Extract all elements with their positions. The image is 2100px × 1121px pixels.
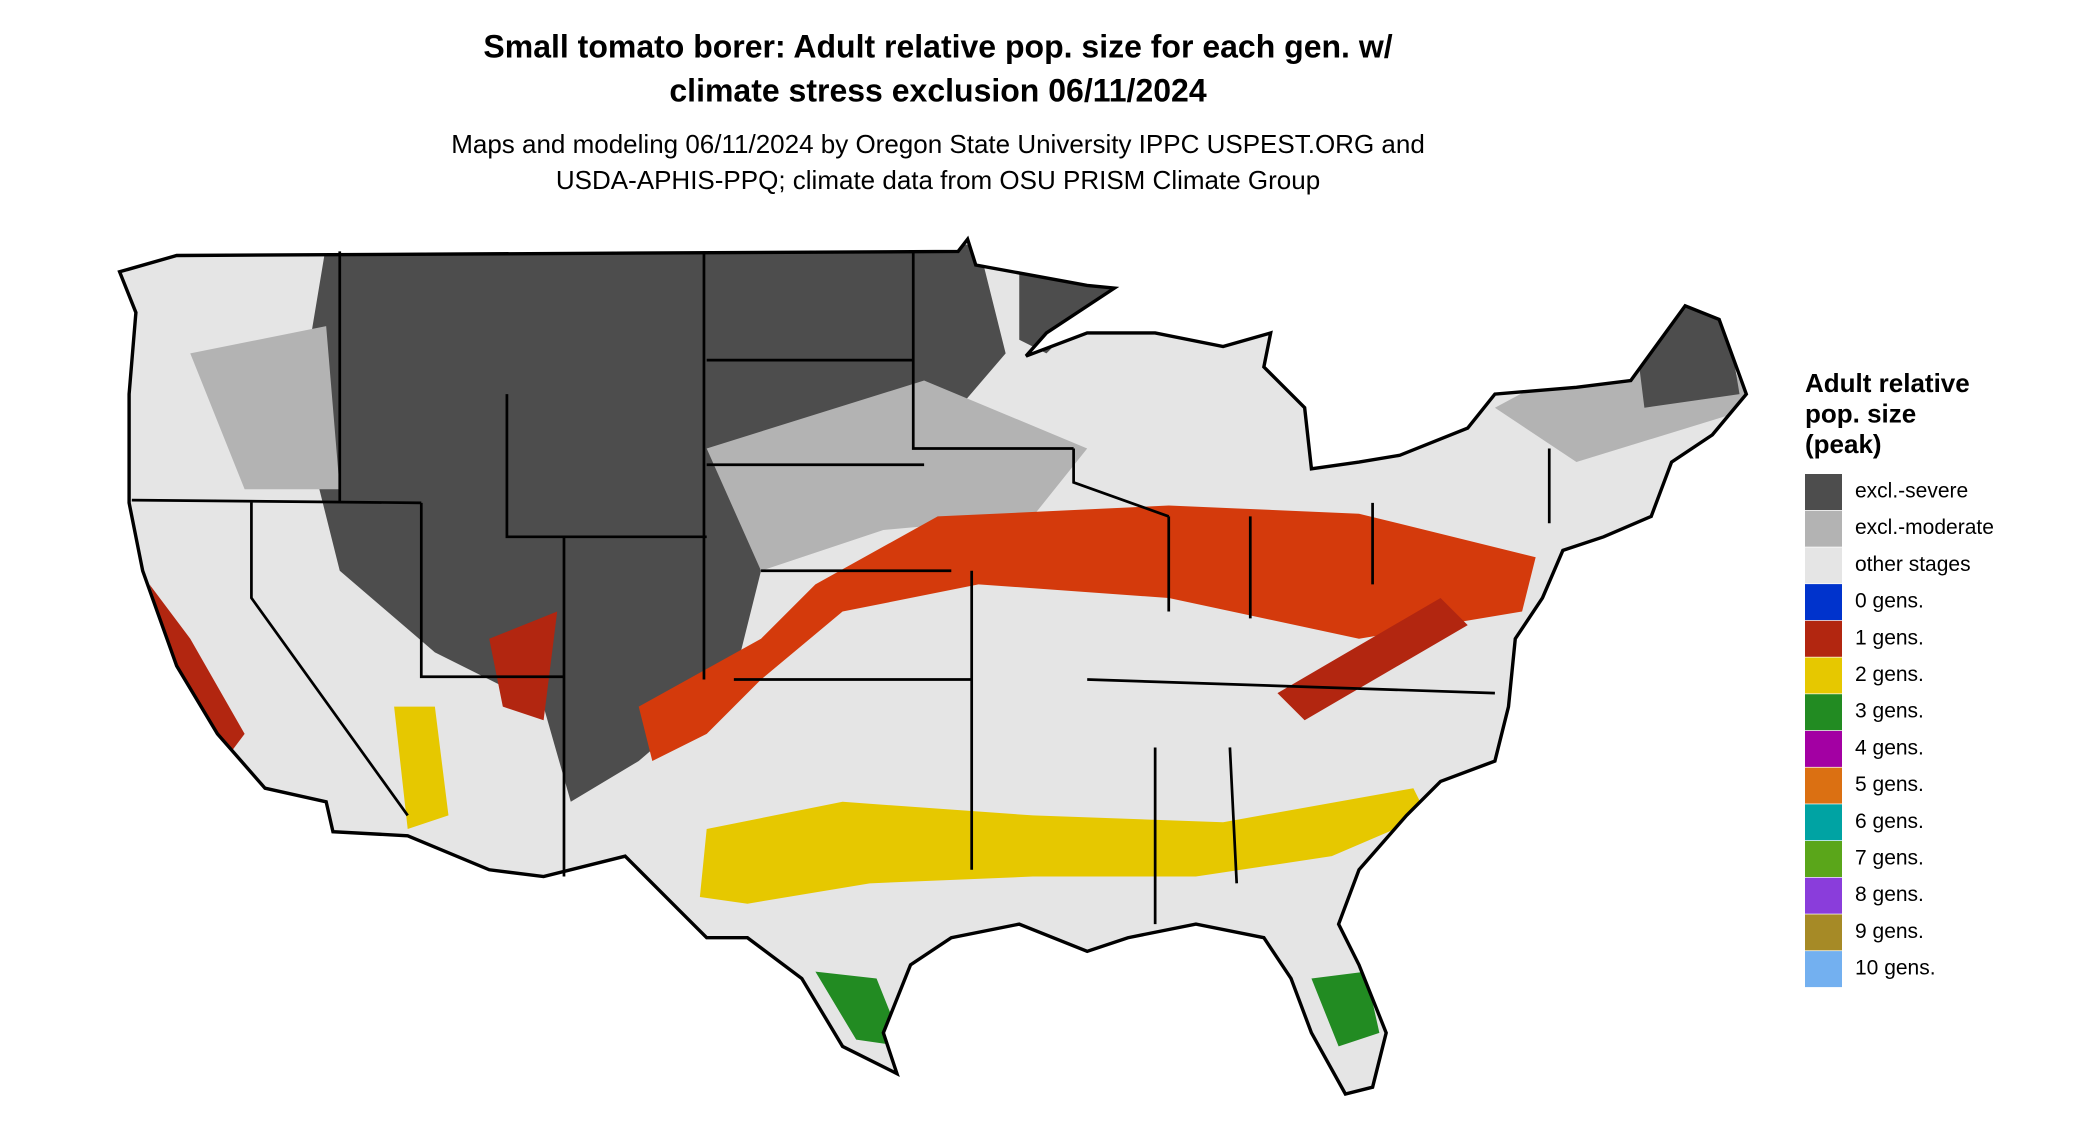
legend-swatch [1805,841,1842,877]
legend-swatch [1805,804,1842,841]
map [117,235,1749,1096]
legend-swatch [1805,547,1842,584]
title: Small tomato borer: Adult relative pop. … [483,28,1392,64]
legend-swatch [1805,620,1842,657]
legend-label: 0 gens. [1855,590,1924,613]
legend-swatch [1805,767,1842,804]
legend-label: 7 gens. [1855,847,1924,870]
legend-swatch [1805,951,1842,988]
legend-label: 5 gens. [1855,773,1924,796]
legend-title: Adult relative [1805,368,1970,398]
legend-swatch [1805,584,1842,621]
legend-label: excl.-moderate [1855,516,1994,539]
legend-swatch [1805,657,1842,694]
subtitle: Maps and modeling 06/11/2024 by Oregon S… [451,129,1425,159]
legend-swatch [1805,510,1842,547]
legend-label: 4 gens. [1855,736,1924,759]
legend-swatch [1805,914,1842,951]
title: climate stress exclusion 06/11/2024 [669,72,1206,108]
legend-swatch [1805,474,1842,510]
legend-title: (peak) [1805,429,1882,459]
subtitle: USDA-APHIS-PPQ; climate data from OSU PR… [556,165,1320,195]
legend-label: 6 gens. [1855,810,1924,833]
legend-swatch [1805,877,1842,914]
legend-label: 10 gens. [1855,957,1936,980]
legend-swatch [1805,694,1842,731]
legend-swatch [1805,730,1842,767]
legend-label: 2 gens. [1855,663,1924,686]
legend-label: other stages [1855,553,1971,576]
legend-label: 3 gens. [1855,700,1924,723]
legend-label: 8 gens. [1855,883,1924,906]
legend-label: excl.-severe [1855,480,1968,503]
legend-title: pop. size [1805,398,1916,428]
legend-label: 9 gens. [1855,920,1924,943]
legend-label: 1 gens. [1855,626,1924,649]
